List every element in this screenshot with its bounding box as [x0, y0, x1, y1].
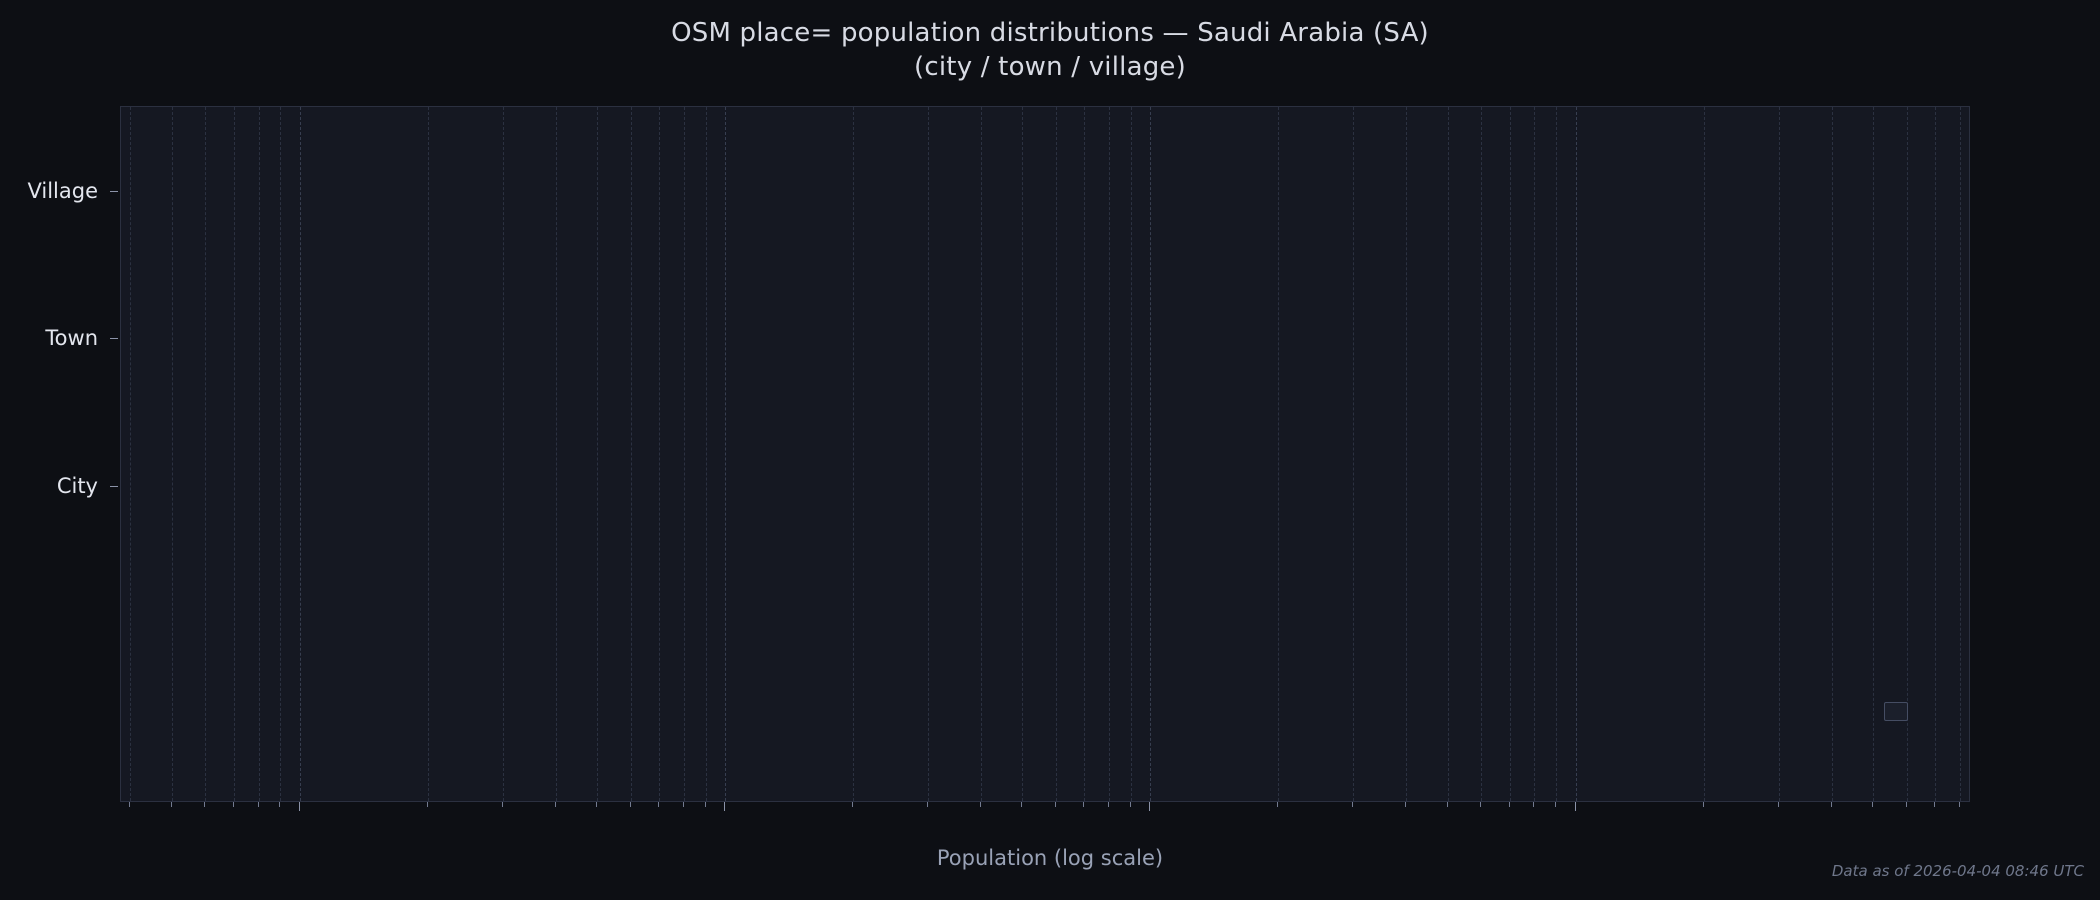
gridline — [1406, 107, 1408, 801]
x-axis-title: Population (log scale) — [936, 846, 1164, 870]
gridline — [233, 107, 236, 801]
x-axis-tick — [1352, 802, 1354, 807]
x-axis-tick — [426, 802, 428, 807]
gridline — [705, 107, 708, 801]
x-axis-tick — [1055, 802, 1057, 807]
gridline — [725, 107, 727, 801]
gridline — [981, 107, 983, 801]
x-axis-tick — [1555, 802, 1557, 807]
x-axis-tick — [1777, 802, 1779, 807]
x-axis-tick — [1021, 802, 1023, 807]
x-axis-tick — [1830, 802, 1832, 807]
y-axis-tick — [110, 338, 118, 339]
gridline — [1278, 107, 1280, 801]
gridline — [427, 107, 430, 801]
x-axis-tick — [1108, 802, 1110, 807]
x-axis-tick — [1702, 802, 1704, 807]
x-axis-tick — [980, 802, 982, 807]
x-axis-tick — [170, 802, 172, 807]
x-axis-tick — [1480, 802, 1482, 807]
gridline — [205, 107, 207, 801]
gridline — [927, 107, 930, 801]
x-axis-tick — [1958, 802, 1960, 807]
gridline — [1534, 107, 1536, 801]
gridline — [258, 107, 261, 801]
x-axis-tick — [204, 802, 206, 807]
gridline — [1022, 107, 1024, 801]
chart-title: OSM place= population distributions — Sa… — [0, 16, 2100, 84]
gridline — [130, 107, 132, 801]
gridline — [683, 107, 686, 801]
gridline — [853, 107, 855, 801]
x-axis-tick — [1905, 802, 1907, 807]
x-axis-tick — [279, 802, 281, 807]
gridline — [1935, 107, 1937, 801]
gridline — [1906, 107, 1909, 801]
gridline — [1959, 107, 1962, 801]
chart-title-line2: (city / town / village) — [914, 52, 1186, 82]
x-axis-tick — [1446, 802, 1448, 807]
gridline — [1130, 107, 1133, 801]
gridline — [597, 107, 599, 801]
x-axis-tick — [852, 802, 854, 807]
x-axis-tick — [1508, 802, 1510, 807]
gridline — [659, 107, 661, 801]
y-axis-label-town: Town — [45, 326, 98, 350]
footer-timestamp: Data as of 2026-04-04 08:46 UTC — [1831, 862, 2084, 880]
x-axis-tick — [1405, 802, 1407, 807]
gridline — [1831, 107, 1834, 801]
x-axis-tick — [232, 802, 234, 807]
x-axis-tick — [1533, 802, 1535, 807]
gridline — [1084, 107, 1086, 801]
gridline — [1556, 107, 1558, 801]
gridline — [555, 107, 558, 801]
legend[interactable] — [1884, 702, 1908, 721]
gridline — [1703, 107, 1706, 801]
plot-area — [120, 106, 1970, 802]
x-axis-tick — [629, 802, 631, 807]
gridline — [1575, 107, 1578, 801]
gridline — [1056, 107, 1058, 801]
x-axis-tick — [926, 802, 928, 807]
gridline — [630, 107, 633, 801]
gridline — [299, 107, 302, 801]
x-axis-tick — [1083, 802, 1085, 807]
gridline — [1353, 107, 1355, 801]
x-axis-tick — [1574, 802, 1576, 811]
x-axis-tick — [658, 802, 660, 807]
y-axis-label-village: Village — [27, 179, 98, 203]
x-axis-tick — [298, 802, 300, 811]
gridline — [1150, 107, 1152, 801]
x-axis-tick — [501, 802, 503, 807]
x-axis-tick — [129, 802, 131, 807]
x-axis-tick — [596, 802, 598, 807]
gridline — [1109, 107, 1111, 801]
gridline — [1481, 107, 1483, 801]
gridline — [1447, 107, 1450, 801]
x-axis-tick — [724, 802, 726, 811]
y-axis-tick — [110, 191, 118, 192]
chart-title-line1: OSM place= population distributions — Sa… — [671, 18, 1429, 48]
gridline — [280, 107, 282, 801]
x-axis-tick — [1149, 802, 1151, 811]
gridline — [1778, 107, 1781, 801]
gridline — [1509, 107, 1512, 801]
x-axis-tick — [704, 802, 706, 807]
x-axis-tick — [1277, 802, 1279, 807]
y-axis-label-city: City — [56, 474, 98, 498]
x-axis-tick — [1871, 802, 1873, 807]
gridline — [171, 107, 174, 801]
x-axis-tick — [1129, 802, 1131, 807]
x-axis-tick — [554, 802, 556, 807]
gridline — [502, 107, 505, 801]
x-axis-tick — [682, 802, 684, 807]
gridline — [1872, 107, 1875, 801]
x-axis-tick — [1934, 802, 1936, 807]
y-axis-tick — [110, 486, 118, 487]
x-axis-tick — [257, 802, 259, 807]
